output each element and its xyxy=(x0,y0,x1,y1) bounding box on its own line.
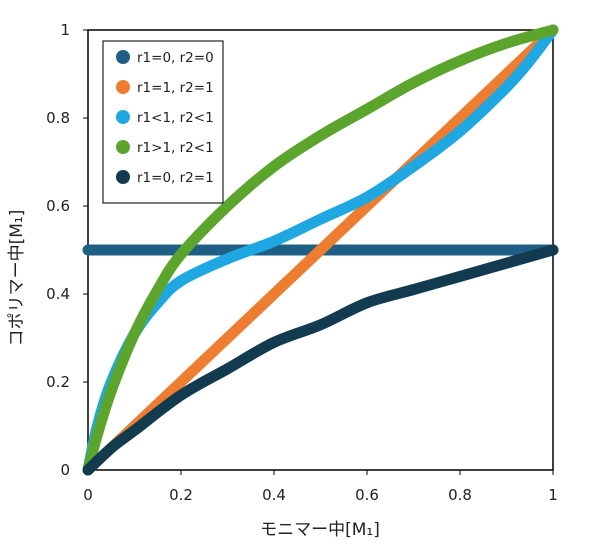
y-axis-label: コポリマー中[M₁] xyxy=(7,210,27,347)
y-tick-label: 1 xyxy=(60,21,70,39)
axes: 0 0.2 0.4 0.6 0.8 1 0 0.2 0.4 0.6 0.8 1 xyxy=(46,21,558,504)
x-tick-label: 1 xyxy=(548,486,558,504)
legend-marker xyxy=(116,170,130,184)
series-layer xyxy=(82,24,559,476)
x-tick-label: 0.4 xyxy=(262,486,286,504)
legend-label: r1<1, r2<1 xyxy=(137,110,214,126)
y-tick-label: 0.8 xyxy=(46,109,70,127)
legend-marker xyxy=(116,80,130,94)
series-line-1 xyxy=(82,24,559,476)
y-tick-label: 0.2 xyxy=(46,373,70,391)
legend-label: r1>1, r2<1 xyxy=(137,140,214,156)
y-tick-label: 0.4 xyxy=(46,285,70,303)
x-axis-label: モニマー中[M₁] xyxy=(260,520,380,540)
series-line-3 xyxy=(82,24,559,476)
legend-label: r1=0, r2=0 xyxy=(137,50,214,66)
x-tick-label: 0.6 xyxy=(355,486,379,504)
legend: r1=0, r2=0 r1=1, r2=1 r1<1, r2<1 r1>1, r2<1… xyxy=(102,40,224,204)
x-tick-label: 0.2 xyxy=(169,486,193,504)
y-tick-label: 0 xyxy=(60,461,70,479)
legend-label: r1=1, r2=1 xyxy=(137,80,214,96)
legend-label: r1=0, r2=1 xyxy=(137,170,214,186)
legend-marker xyxy=(116,50,130,64)
x-tick-label: 0.8 xyxy=(448,486,472,504)
y-tick-label: 0.6 xyxy=(46,197,70,215)
series-line-4 xyxy=(82,244,559,476)
legend-marker xyxy=(116,140,130,154)
legend-marker xyxy=(116,110,130,124)
x-tick-label: 0 xyxy=(83,486,93,504)
